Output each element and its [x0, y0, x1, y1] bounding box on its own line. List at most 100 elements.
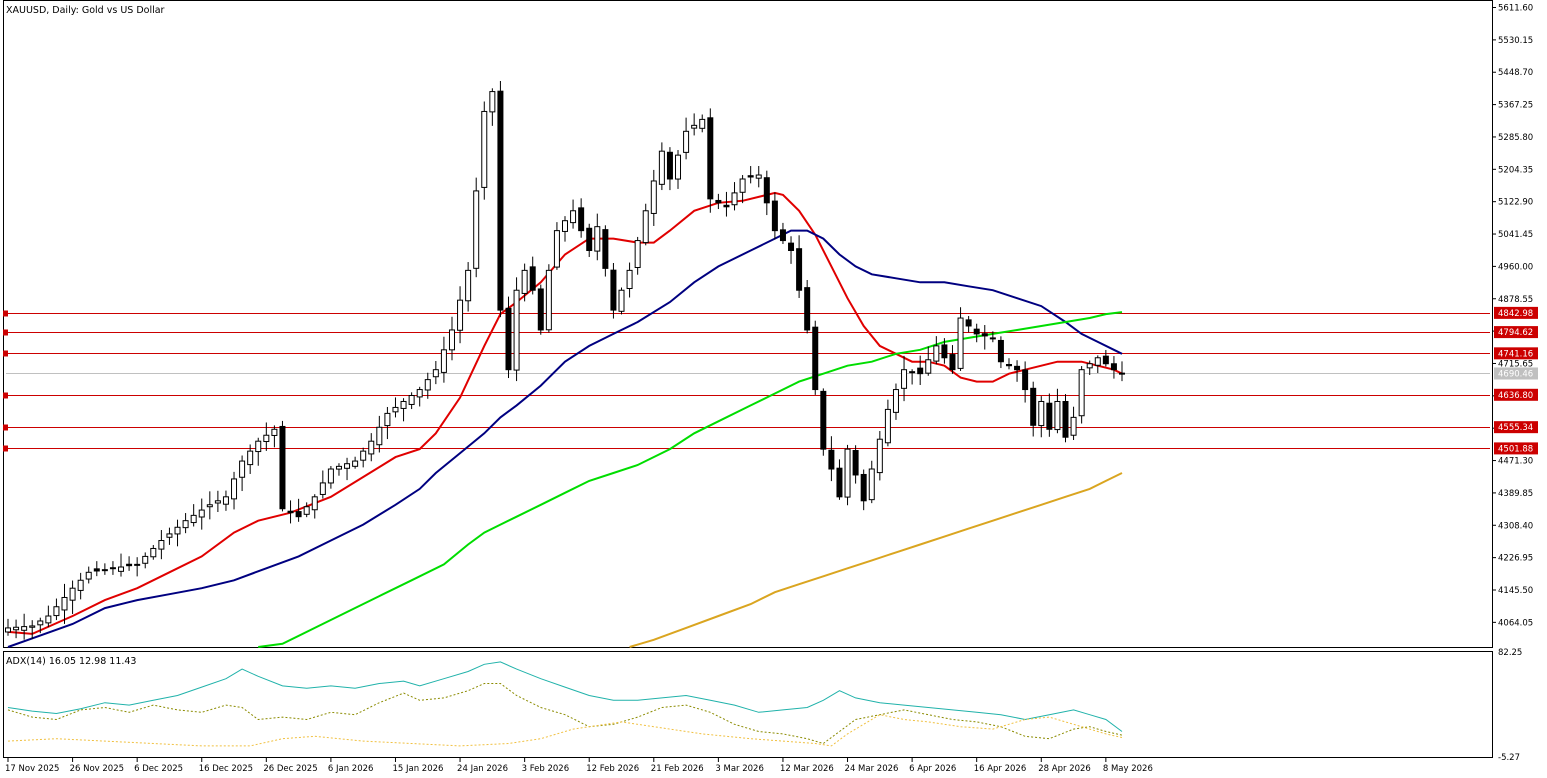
level-marker	[3, 350, 8, 357]
candle-body	[973, 328, 980, 335]
level-marker	[3, 424, 8, 431]
level-label-bg	[1494, 306, 1538, 319]
candle-body	[61, 596, 68, 611]
candle-body	[239, 460, 246, 478]
candle-body	[45, 615, 52, 624]
candle-body	[1030, 387, 1037, 426]
candle-body	[368, 440, 375, 455]
candle-body	[545, 269, 552, 331]
level-label: 4794.62	[1498, 328, 1533, 338]
level-label-bg	[1494, 442, 1538, 455]
candle-body	[634, 240, 641, 269]
candle-body	[400, 400, 407, 409]
candle-body	[909, 371, 916, 374]
candle-body	[295, 511, 302, 518]
candle-body	[158, 540, 165, 550]
candle-body	[481, 110, 488, 188]
candle-body	[93, 568, 100, 572]
time-tick-label: 16 Apr 2026	[974, 764, 1027, 774]
time-tick-label: 24 Jan 2026	[457, 764, 508, 774]
level-marker	[3, 329, 8, 336]
candle-body	[432, 369, 439, 378]
candle-body	[610, 269, 617, 311]
candle-body	[739, 178, 746, 193]
candle-body	[820, 390, 827, 450]
candle-body	[473, 190, 480, 269]
candle-body	[279, 425, 286, 510]
candle-body	[650, 180, 657, 214]
adx-series-0	[7, 661, 1123, 732]
level-label: 4842.98	[1498, 309, 1533, 319]
candle-body	[933, 345, 940, 362]
candle-body	[1014, 365, 1021, 371]
candle-body	[529, 266, 536, 291]
candle-body	[570, 210, 577, 224]
candle-body	[1070, 416, 1077, 436]
time-tick-label: 3 Mar 2026	[715, 764, 763, 774]
candle-body	[707, 117, 714, 200]
candle-body	[85, 571, 92, 580]
candle-body	[723, 204, 730, 208]
price-tick-label: 4389.85	[1498, 489, 1533, 499]
price-panel[interactable]	[3, 0, 1493, 648]
candle-body	[691, 124, 698, 129]
candle-body	[1038, 400, 1045, 427]
candle-body	[13, 626, 20, 631]
candle-body	[844, 448, 851, 498]
candle-body	[521, 269, 528, 294]
candle-body	[408, 395, 415, 405]
time-tick-label: 12 Feb 2026	[586, 764, 639, 774]
time-tick-label: 6 Dec 2025	[134, 764, 183, 774]
candle-body	[21, 626, 28, 631]
candle-body	[642, 210, 649, 244]
candle-body	[788, 242, 795, 252]
price-tick-label: 4064.05	[1498, 618, 1533, 628]
candle-body	[247, 450, 254, 466]
time-tick-label: 21 Feb 2026	[651, 764, 704, 774]
candle-body	[618, 289, 625, 312]
price-tick-label: 5122.90	[1498, 198, 1533, 208]
candle-body	[166, 533, 173, 538]
price-tick-label: 4145.50	[1498, 586, 1533, 596]
candle-body	[53, 606, 60, 617]
adx-tick-label: 82.25	[1498, 648, 1522, 658]
candle-body	[925, 359, 932, 374]
time-tick-label: 8 May 2026	[1103, 764, 1153, 774]
price-tick-label: 5285.80	[1498, 133, 1533, 143]
candle-body	[602, 229, 609, 269]
candle-body	[852, 450, 859, 476]
level-label: 4555.34	[1498, 423, 1533, 433]
time-tick-label: 6 Jan 2026	[328, 764, 374, 774]
candle-body	[231, 478, 238, 500]
current-price-label: 4690.46	[1498, 369, 1533, 379]
candle-body	[360, 450, 367, 461]
candle-body	[771, 200, 778, 232]
candle-body	[997, 339, 1004, 363]
candle-body	[1078, 369, 1085, 417]
candle-body	[941, 344, 948, 359]
time-tick-label: 12 Mar 2026	[780, 764, 834, 774]
candle-body	[1022, 369, 1029, 391]
adx-panel[interactable]	[3, 651, 1493, 758]
candle-body	[699, 118, 706, 129]
candle-body	[1046, 402, 1053, 430]
price-tick-label: 5367.25	[1498, 101, 1533, 111]
candle-body	[868, 468, 875, 501]
candle-body	[860, 473, 867, 502]
ma-line-green	[258, 311, 1123, 648]
candle-body	[553, 230, 560, 268]
ma-line-red	[7, 191, 1123, 635]
level-label: 4741.16	[1498, 349, 1533, 359]
current-price-label-bg	[1494, 367, 1538, 380]
candle-body	[981, 333, 988, 337]
price-tick-label: 4878.55	[1498, 295, 1533, 305]
level-label: 4501.88	[1498, 444, 1533, 454]
time-tick-label: 28 Apr 2026	[1038, 764, 1091, 774]
time-tick-label: 17 Nov 2025	[5, 764, 59, 774]
candle-body	[311, 496, 318, 511]
candle-body	[1094, 357, 1101, 366]
candle-body	[392, 406, 399, 413]
candle-body	[578, 207, 585, 232]
candle-body	[29, 625, 36, 628]
